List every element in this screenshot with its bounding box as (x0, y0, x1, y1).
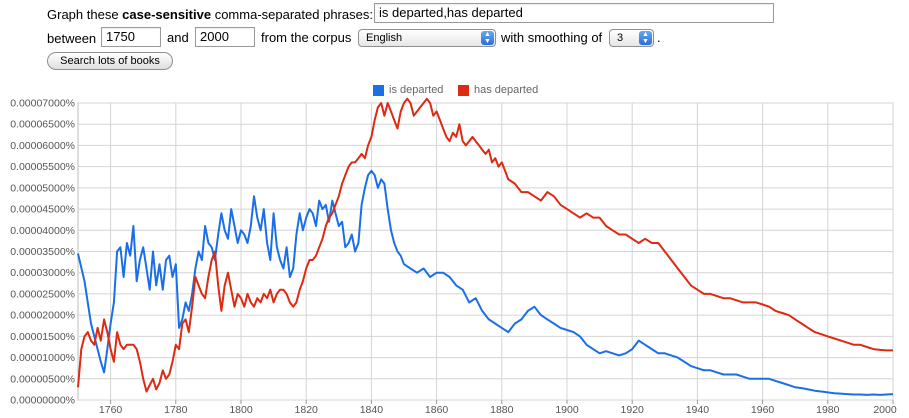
smoothing-label: with smoothing of (501, 30, 603, 45)
between-label: between (47, 30, 97, 46)
corpus-label: from the corpus (261, 30, 352, 45)
legend-label-has-departed: has departed (474, 84, 539, 96)
y-tick-label: 0.00003000% (10, 267, 75, 279)
x-tick-label: 1940 (686, 404, 710, 416)
smoothing-select-value: 3 (617, 32, 624, 44)
y-tick-label: 0.00007000% (10, 98, 75, 110)
y-tick-label: 0.00000000% (10, 395, 75, 407)
y-tick-label: 0.00005000% (10, 182, 75, 194)
x-tick-label: 1760 (99, 404, 123, 416)
y-tick-label: 0.00006000% (10, 140, 75, 152)
y-tick-label: 0.00006500% (10, 119, 75, 131)
x-tick-label: 1840 (360, 404, 384, 416)
graph-prefix-text: Graph these (47, 6, 119, 22)
x-tick-label: 1920 (621, 404, 645, 416)
query-row: Graph these case-sensitive comma-separat… (47, 3, 373, 25)
case-sensitive-text: case-sensitive (122, 6, 212, 22)
chart-series-lines (77, 97, 894, 396)
x-tick-label: 1960 (751, 404, 775, 416)
x-tick-label: 1780 (164, 404, 188, 416)
phrases-input[interactable]: is departed,has departed (374, 3, 774, 23)
y-tick-label: 0.00005500% (10, 161, 75, 173)
y-tick-label: 0.00000500% (10, 373, 75, 385)
range-row: between (47, 27, 96, 49)
corpus-select[interactable]: English ▲ ▼ (358, 29, 496, 47)
legend-item-has-departed[interactable]: has departed (458, 84, 538, 96)
series-line-has-departed[interactable] (77, 97, 893, 393)
x-tick-label: 1860 (425, 404, 449, 416)
x-tick-label: 1980 (816, 404, 840, 416)
y-tick-label: 0.00004500% (10, 204, 75, 216)
select-arrows-icon: ▲ ▼ (481, 31, 494, 45)
legend-swatch-has-departed (458, 84, 469, 96)
y-tick-label: 0.00002500% (10, 288, 75, 300)
smoothing-select[interactable]: 3 ▲ ▼ (609, 29, 654, 47)
and-label: and (167, 30, 189, 45)
y-axis-tick-labels: 0.00000000% 0.00000500% 0.00001000% 0.00001… (10, 98, 75, 407)
search-button[interactable]: Search lots of books (47, 52, 173, 70)
x-tick-label: 1820 (295, 404, 319, 416)
select-arrows-icon: ▲ ▼ (639, 31, 652, 45)
x-axis-tick-labels: 1760 1780 1800 1820 1840 1860 1880 1900 1920 1940… (99, 404, 897, 416)
y-tick-label: 0.00002000% (10, 310, 75, 322)
x-tick-label: 2000 (873, 404, 897, 416)
start-year-input[interactable]: 1750 (101, 27, 161, 47)
end-year-input[interactable]: 2000 (195, 27, 255, 47)
series-line-is-departed[interactable] (77, 169, 894, 396)
x-tick-label: 1800 (229, 404, 253, 416)
legend-label-is-departed: is departed (389, 84, 444, 96)
period-text: . (657, 30, 661, 45)
corpus-select-value: English (366, 32, 403, 44)
legend-swatch-is-departed (373, 84, 384, 96)
x-tick-label: 1900 (555, 404, 579, 416)
legend-item-is-departed[interactable]: is departed (373, 84, 443, 96)
y-tick-label: 0.00001000% (10, 352, 75, 364)
y-tick-label: 0.00004000% (10, 225, 75, 237)
phrases-suffix-text: comma-separated phrases: (214, 6, 373, 22)
y-tick-label: 0.00001500% (10, 331, 75, 343)
y-tick-label: 0.00003500% (10, 246, 75, 258)
x-tick-label: 1880 (490, 404, 514, 416)
